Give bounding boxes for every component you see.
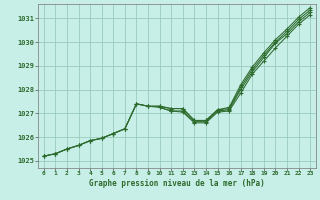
X-axis label: Graphe pression niveau de la mer (hPa): Graphe pression niveau de la mer (hPa) bbox=[89, 179, 265, 188]
